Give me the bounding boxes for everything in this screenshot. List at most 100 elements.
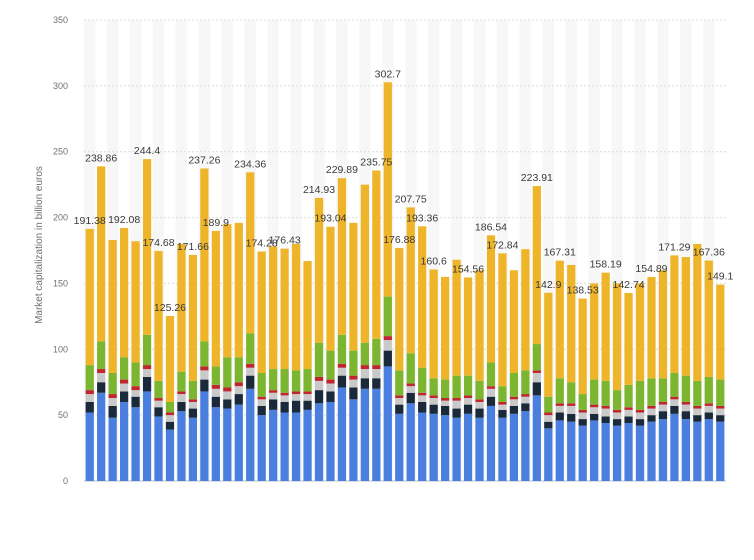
- bar-segment: [154, 380, 163, 399]
- bar-segment: [532, 382, 541, 396]
- bar-segment: [188, 399, 198, 402]
- bar-segment: [647, 276, 656, 379]
- bar-segment: [475, 401, 484, 409]
- bar-segment: [498, 401, 507, 405]
- bar-segment: [360, 369, 370, 379]
- bar-segment: [590, 407, 599, 414]
- column-band: [680, 20, 692, 481]
- bar-segment: [498, 253, 507, 387]
- bar-segment: [257, 405, 266, 416]
- bar-stack: [429, 269, 438, 481]
- bar-segment: [658, 411, 668, 420]
- bar-segment: [142, 334, 152, 366]
- bar-segment: [119, 357, 129, 380]
- column-band: [703, 20, 715, 481]
- bar-segment: [326, 383, 335, 392]
- bar-segment: [280, 395, 289, 402]
- bar-stack: [658, 270, 668, 481]
- bar-total-label: 172.84: [486, 239, 518, 251]
- bar-segment: [578, 409, 587, 413]
- bar-segment: [246, 333, 255, 364]
- bar-segment: [383, 366, 392, 481]
- bar-segment: [383, 82, 392, 297]
- bar-segment: [452, 398, 461, 401]
- bar-segment: [475, 399, 484, 402]
- bar-segment: [681, 404, 691, 412]
- bar-segment: [544, 396, 553, 413]
- bar-total-label: 207.75: [395, 193, 427, 205]
- bar-segment: [498, 386, 507, 402]
- bar-segment: [509, 372, 519, 397]
- bar-segment: [188, 417, 198, 481]
- bar-segment: [440, 415, 450, 481]
- bar-segment: [418, 395, 427, 402]
- bar-segment: [463, 395, 473, 399]
- bar-segment: [670, 399, 679, 406]
- bar-segment: [406, 403, 415, 481]
- bar-segment: [269, 390, 278, 393]
- bar-segment: [704, 260, 713, 377]
- bar-segment: [326, 226, 335, 351]
- bar-total-label: 238.86: [85, 152, 117, 164]
- bar-segment: [693, 380, 702, 406]
- bar-segment: [372, 378, 381, 389]
- bar-segment: [658, 270, 668, 379]
- column-band: [450, 20, 463, 481]
- bar-stack: [418, 226, 427, 481]
- bar-segment: [360, 388, 370, 481]
- bar-segment: [395, 370, 404, 396]
- bar-stack: [360, 184, 370, 481]
- bar-segment: [612, 283, 622, 391]
- bar-segment: [337, 178, 347, 335]
- bar-total-label: 244.4: [134, 145, 160, 157]
- bar-segment: [291, 391, 301, 395]
- bar-segment: [544, 415, 553, 422]
- bar-segment: [349, 350, 358, 376]
- bar-segment: [406, 392, 415, 404]
- bar-segment: [693, 405, 702, 409]
- bar-segment: [693, 421, 702, 481]
- bar-segment: [429, 413, 438, 481]
- bar-segment: [658, 378, 668, 402]
- bar-segment: [280, 369, 289, 393]
- bar-stack: [142, 159, 152, 481]
- bar-stack: [463, 277, 473, 481]
- bar-stack: [578, 298, 587, 481]
- bar-segment: [154, 416, 163, 481]
- bar-segment: [716, 408, 725, 416]
- bar-segment: [624, 409, 633, 417]
- bar-segment: [372, 365, 381, 370]
- bar-segment: [303, 394, 312, 401]
- bar-segment: [647, 415, 656, 422]
- bar-segment: [85, 365, 94, 391]
- bar-segment: [635, 425, 645, 481]
- bar-segment: [509, 399, 519, 406]
- bar-segment: [590, 413, 599, 421]
- bar-segment: [429, 378, 438, 396]
- bar-segment: [601, 408, 610, 417]
- bar-segment: [647, 421, 656, 481]
- bar-stack: [704, 260, 713, 481]
- bar-stack: [257, 251, 266, 481]
- bar-segment: [693, 243, 702, 381]
- bar-segment: [337, 334, 347, 364]
- bar-segment: [521, 249, 530, 371]
- bar-segment: [108, 394, 117, 399]
- bar-segment: [463, 398, 473, 405]
- bar-segment: [165, 316, 175, 402]
- bar-stack: [670, 255, 679, 481]
- bar-stack: [532, 186, 541, 481]
- bar-segment: [257, 251, 266, 373]
- bar-segment: [142, 376, 152, 392]
- bar-total-label: 229.89: [326, 164, 358, 176]
- bar-segment: [246, 363, 255, 368]
- bar-segment: [131, 390, 140, 397]
- column-band: [565, 20, 577, 481]
- bar-segment: [314, 197, 324, 343]
- bar-segment: [360, 184, 370, 343]
- column-band: [542, 20, 555, 481]
- bar-total-label: 237.26: [188, 154, 220, 166]
- bar-segment: [269, 409, 278, 481]
- bar-segment: [314, 380, 324, 391]
- bar-segment: [475, 417, 484, 481]
